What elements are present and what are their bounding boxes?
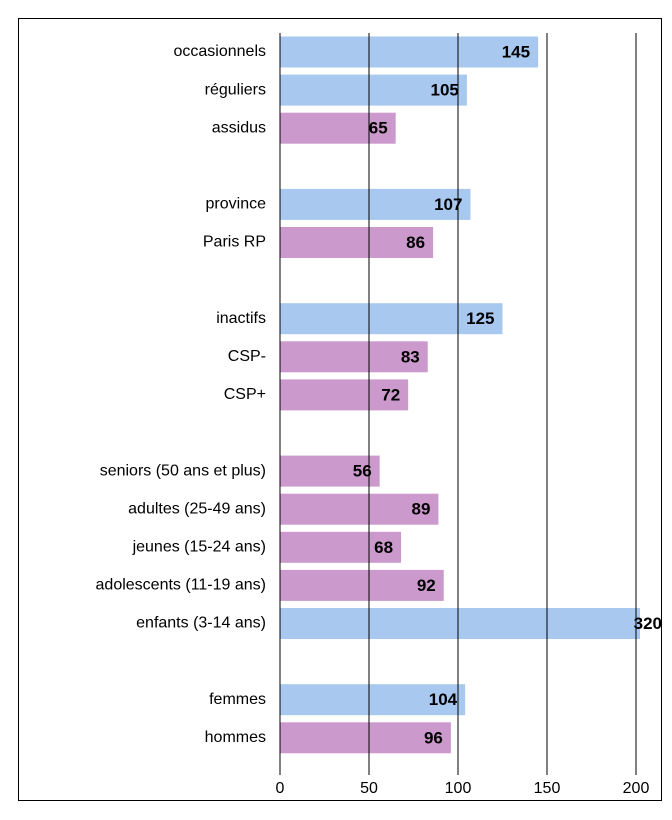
y-tick-label: enfants (3-14 ans) bbox=[136, 615, 266, 632]
x-tick-label: 100 bbox=[445, 780, 472, 797]
y-tick-label: occasionnels bbox=[174, 43, 267, 60]
y-tick-label: CSP- bbox=[228, 348, 266, 365]
value-label: 56 bbox=[353, 462, 372, 481]
y-tick-label: hommes bbox=[205, 729, 266, 746]
value-label: 125 bbox=[466, 309, 494, 328]
y-tick-label: seniors (50 ans et plus) bbox=[100, 462, 266, 479]
value-label: 83 bbox=[401, 347, 420, 366]
value-label: 145 bbox=[502, 42, 530, 61]
y-tick-label: CSP+ bbox=[224, 386, 266, 403]
value-label: 105 bbox=[431, 81, 459, 100]
x-tick-label: 200 bbox=[623, 780, 650, 797]
y-tick-label: adolescents (11-19 ans) bbox=[96, 577, 266, 594]
y-tick-label: jeunes (15-24 ans) bbox=[132, 539, 266, 556]
value-label: 86 bbox=[406, 233, 425, 252]
x-tick-label: 0 bbox=[276, 780, 285, 797]
value-label: 104 bbox=[429, 690, 458, 709]
value-label: 92 bbox=[417, 576, 436, 595]
y-tick-label: assidus bbox=[212, 119, 266, 136]
bar bbox=[280, 455, 380, 487]
bar bbox=[280, 303, 503, 335]
value-label: 96 bbox=[424, 728, 443, 747]
bar bbox=[280, 569, 444, 601]
value-label: 89 bbox=[411, 500, 430, 519]
bar bbox=[280, 379, 409, 411]
y-tick-label: province bbox=[206, 196, 267, 213]
x-tick-label: 50 bbox=[360, 780, 378, 797]
bar bbox=[280, 684, 466, 716]
bar bbox=[280, 227, 434, 258]
y-tick-label: inactifs bbox=[216, 310, 266, 327]
chart-border bbox=[18, 18, 662, 801]
y-tick-label: femmes bbox=[209, 691, 266, 708]
bar bbox=[280, 722, 451, 754]
bar bbox=[280, 74, 467, 106]
y-tick-label: adultes (25-49 ans) bbox=[128, 500, 266, 517]
y-tick-label: Paris RP bbox=[203, 234, 266, 251]
bar bbox=[280, 608, 640, 639]
value-label: 68 bbox=[374, 538, 393, 557]
value-label: 72 bbox=[381, 385, 400, 404]
x-tick-label: 150 bbox=[534, 780, 561, 797]
bar bbox=[280, 493, 439, 525]
bar bbox=[280, 188, 471, 220]
bar bbox=[280, 112, 396, 144]
bar bbox=[280, 341, 428, 373]
value-label: 320 bbox=[634, 614, 662, 633]
bar bbox=[280, 531, 402, 563]
value-label: 107 bbox=[434, 195, 462, 214]
bars bbox=[280, 36, 640, 754]
bar bbox=[280, 36, 539, 68]
y-tick-label: réguliers bbox=[205, 81, 266, 98]
value-label: 65 bbox=[369, 119, 388, 138]
